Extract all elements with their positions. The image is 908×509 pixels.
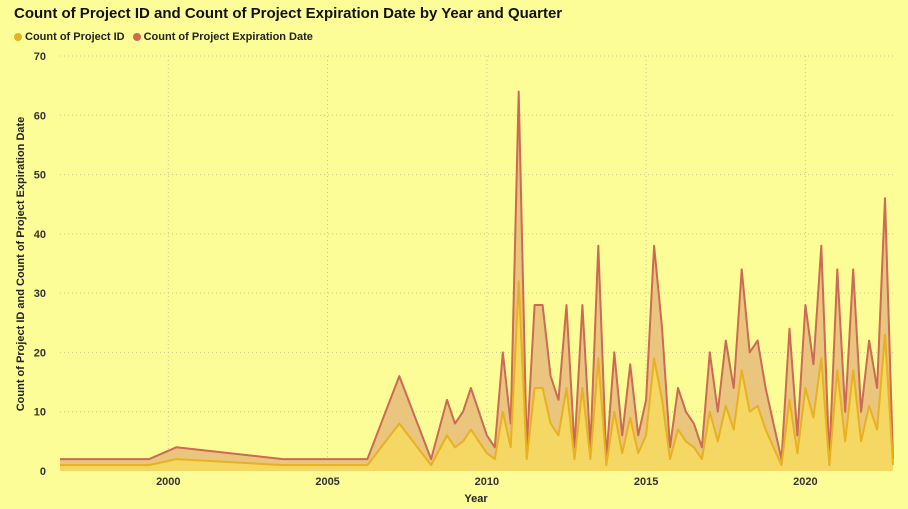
x-tick-label: 2010 [475, 476, 499, 488]
legend: Count of Project ID Count of Project Exp… [14, 31, 313, 43]
legend-marker-project-id [14, 33, 22, 41]
x-tick-label: 2000 [156, 476, 180, 488]
series-line-0[interactable] [60, 280, 894, 467]
y-tick-label: 70 [34, 51, 46, 63]
y-tick-label: 60 [34, 110, 46, 122]
legend-item-expiration-date[interactable]: Count of Project Expiration Date [132, 31, 313, 43]
legend-item-project-id[interactable]: Count of Project ID [14, 31, 125, 43]
y-tick-label: 30 [34, 288, 46, 300]
y-tick-label: 40 [34, 229, 46, 241]
x-tick-label: 2015 [634, 476, 658, 488]
x-tick-label: 2020 [793, 476, 817, 488]
legend-label-expiration-date: Count of Project Expiration Date [143, 31, 313, 43]
x-axis-title: Year [464, 493, 488, 505]
series-area-0 [60, 281, 893, 471]
x-tick-label: 2005 [315, 476, 339, 488]
x-axis-ticks: 2000 2005 2010 2015 2020 [156, 476, 818, 488]
y-tick-label: 50 [34, 170, 46, 182]
series-line-1[interactable] [60, 90, 894, 461]
legend-label-project-id: Count of Project ID [25, 31, 125, 43]
chart-title: Count of Project ID and Count of Project… [14, 5, 563, 22]
y-tick-label: 20 [34, 347, 46, 359]
legend-marker-expiration-date [132, 33, 141, 41]
y-axis-ticks: 0 10 20 30 40 50 60 70 [34, 51, 46, 478]
series-area-1 [60, 91, 893, 471]
y-tick-label: 10 [34, 407, 46, 419]
series-areas [60, 90, 894, 471]
y-tick-label: 0 [40, 466, 46, 478]
y-axis-title: Count of Project ID and Count of Project… [15, 117, 27, 412]
